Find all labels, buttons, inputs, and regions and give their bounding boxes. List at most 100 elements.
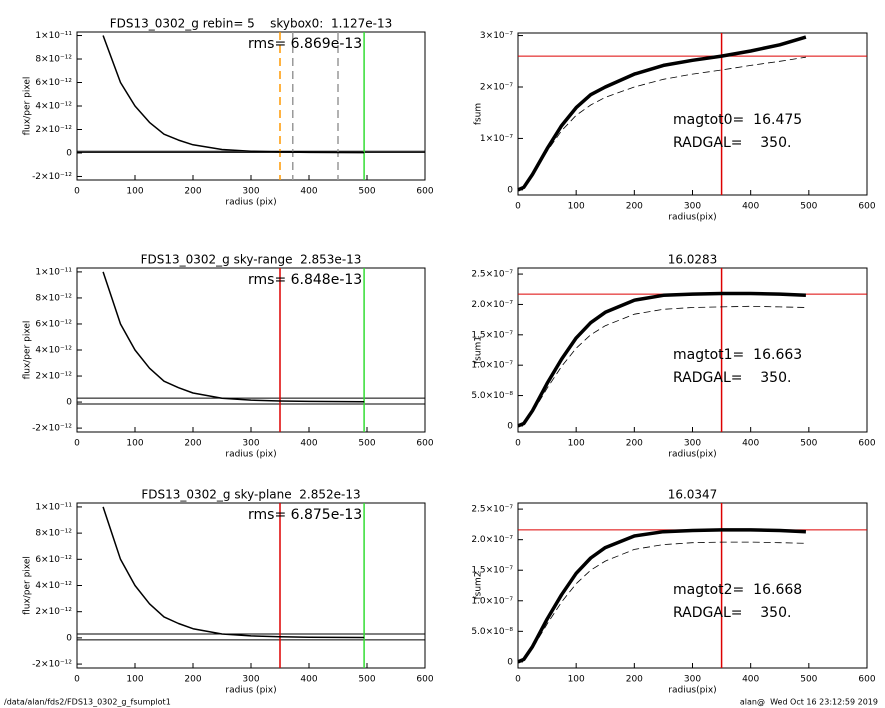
x-tick-label: 400 xyxy=(742,202,759,212)
y-tick-label: -2×10⁻¹² xyxy=(32,172,72,182)
plot-title: FDS13_0302_g sky-plane 2.852e-13 xyxy=(141,488,360,502)
y-tick-label: 8×10⁻¹² xyxy=(35,293,72,303)
y-tick-label: 0 xyxy=(507,185,513,195)
y-tick-label: 2.5×10⁻⁷ xyxy=(471,270,513,280)
y-tick-label: 1×10⁻¹¹ xyxy=(35,502,72,512)
x-tick-label: 600 xyxy=(416,439,433,449)
y-tick-label: 1.0×10⁻⁷ xyxy=(471,361,513,371)
y-axis-label: fsum xyxy=(474,103,484,125)
y-axis-label: fsum2 xyxy=(474,571,484,599)
data-line xyxy=(517,35,807,192)
x-axis-label: radius(pix) xyxy=(668,450,716,460)
y-tick-label: -2×10⁻¹² xyxy=(32,660,72,670)
x-tick-label: 0 xyxy=(74,439,80,449)
y-tick-label: 2×10⁻¹² xyxy=(35,372,72,382)
plot-title: 16.0347 xyxy=(668,488,718,502)
y-tick-label: 5.0×10⁻⁸ xyxy=(471,627,513,637)
y-tick-label: 1×10⁻⁷ xyxy=(480,134,513,144)
x-tick-label: 300 xyxy=(684,675,701,685)
data-line xyxy=(517,56,806,191)
footer-left: /data/alan/fds2/FDS13_0302_g_fsumplot1 xyxy=(4,698,171,707)
annotation: magtot1= 16.663 xyxy=(673,347,802,363)
x-tick-label: 400 xyxy=(300,675,317,685)
x-tick-label: 500 xyxy=(800,202,817,212)
y-tick-label: 4×10⁻¹² xyxy=(35,102,72,112)
y-tick-label: 2×10⁻¹² xyxy=(35,607,72,617)
data-line xyxy=(102,506,365,639)
x-tick-label: 400 xyxy=(300,187,317,197)
x-tick-label: 100 xyxy=(126,675,143,685)
y-tick-label: 0 xyxy=(507,421,513,431)
y-tick-label: 4×10⁻¹² xyxy=(35,346,72,356)
annotation: rms= 6.869e-13 xyxy=(248,36,362,52)
x-tick-label: 100 xyxy=(568,202,585,212)
y-tick-label: 2×10⁻¹² xyxy=(35,125,72,135)
x-tick-label: 500 xyxy=(358,675,375,685)
y-axis-label: fsum1 xyxy=(474,336,484,364)
x-tick-label: 400 xyxy=(300,439,317,449)
x-tick-label: 600 xyxy=(858,202,875,212)
y-tick-label: 2×10⁻⁷ xyxy=(480,83,513,93)
y-tick-label: 0 xyxy=(507,657,513,667)
footer-right: alan@ Wed Oct 16 23:12:59 2019 xyxy=(740,698,878,707)
plot-title: FDS13_0302_g sky-range 2.853e-13 xyxy=(141,253,362,267)
y-tick-label: 5.0×10⁻⁸ xyxy=(471,391,513,401)
x-tick-label: 200 xyxy=(626,675,643,685)
x-tick-label: 500 xyxy=(800,439,817,449)
x-tick-label: 600 xyxy=(416,187,433,197)
x-tick-label: 500 xyxy=(358,187,375,197)
y-tick-label: -2×10⁻¹² xyxy=(32,424,72,434)
x-tick-label: 0 xyxy=(74,675,80,685)
annotation: rms= 6.848e-13 xyxy=(248,272,362,288)
y-tick-label: 1×10⁻¹¹ xyxy=(35,31,72,41)
annotation: magtot2= 16.668 xyxy=(673,582,802,598)
y-tick-label: 1.5×10⁻⁷ xyxy=(471,566,513,576)
y-tick-label: 8×10⁻¹² xyxy=(35,529,72,539)
y-tick-label: 6×10⁻¹² xyxy=(35,555,72,565)
y-tick-label: 1.5×10⁻⁷ xyxy=(471,330,513,340)
data-line xyxy=(517,541,806,663)
x-tick-label: 300 xyxy=(684,202,701,212)
data-line xyxy=(517,528,806,664)
x-tick-label: 200 xyxy=(184,675,201,685)
x-tick-label: 300 xyxy=(242,187,259,197)
y-tick-label: 3×10⁻⁷ xyxy=(480,31,513,41)
x-tick-label: 100 xyxy=(126,187,143,197)
x-tick-label: 500 xyxy=(800,675,817,685)
y-axis-label: flux/per pixel xyxy=(23,77,33,136)
y-tick-label: 2.0×10⁻⁷ xyxy=(471,535,513,545)
y-tick-label: 6×10⁻¹² xyxy=(35,319,72,329)
x-tick-label: 200 xyxy=(184,439,201,449)
x-tick-label: 300 xyxy=(242,439,259,449)
data-line xyxy=(102,35,365,154)
x-tick-label: 0 xyxy=(515,675,521,685)
y-tick-label: 0 xyxy=(66,148,72,158)
x-axis-label: radius (pix) xyxy=(225,198,276,208)
x-tick-label: 100 xyxy=(568,439,585,449)
y-tick-label: 1×10⁻¹¹ xyxy=(35,267,72,277)
annotation: RADGAL= 350. xyxy=(673,370,791,386)
x-tick-label: 100 xyxy=(126,439,143,449)
plot-title: FDS13_0302_g rebin= 5 skybox0: 1.127e-13 xyxy=(110,17,393,31)
y-tick-label: 2.5×10⁻⁷ xyxy=(471,505,513,515)
annotation: RADGAL= 350. xyxy=(673,135,791,151)
y-axis-label: flux/per pixel xyxy=(23,556,33,615)
y-tick-label: 6×10⁻¹² xyxy=(35,78,72,88)
x-axis-label: radius (pix) xyxy=(225,450,276,460)
x-tick-label: 0 xyxy=(515,202,521,212)
y-tick-label: 0 xyxy=(66,398,72,408)
annotation: rms= 6.875e-13 xyxy=(248,507,362,523)
x-tick-label: 600 xyxy=(858,675,875,685)
data-line xyxy=(517,291,806,428)
plot-title: 16.0283 xyxy=(668,253,718,267)
x-tick-label: 200 xyxy=(626,439,643,449)
y-tick-label: 0 xyxy=(66,633,72,643)
x-tick-label: 400 xyxy=(742,439,759,449)
x-tick-label: 100 xyxy=(568,675,585,685)
annotation: magtot0= 16.475 xyxy=(673,112,802,128)
x-tick-label: 600 xyxy=(858,439,875,449)
annotation: RADGAL= 350. xyxy=(673,605,791,621)
x-tick-label: 500 xyxy=(358,439,375,449)
